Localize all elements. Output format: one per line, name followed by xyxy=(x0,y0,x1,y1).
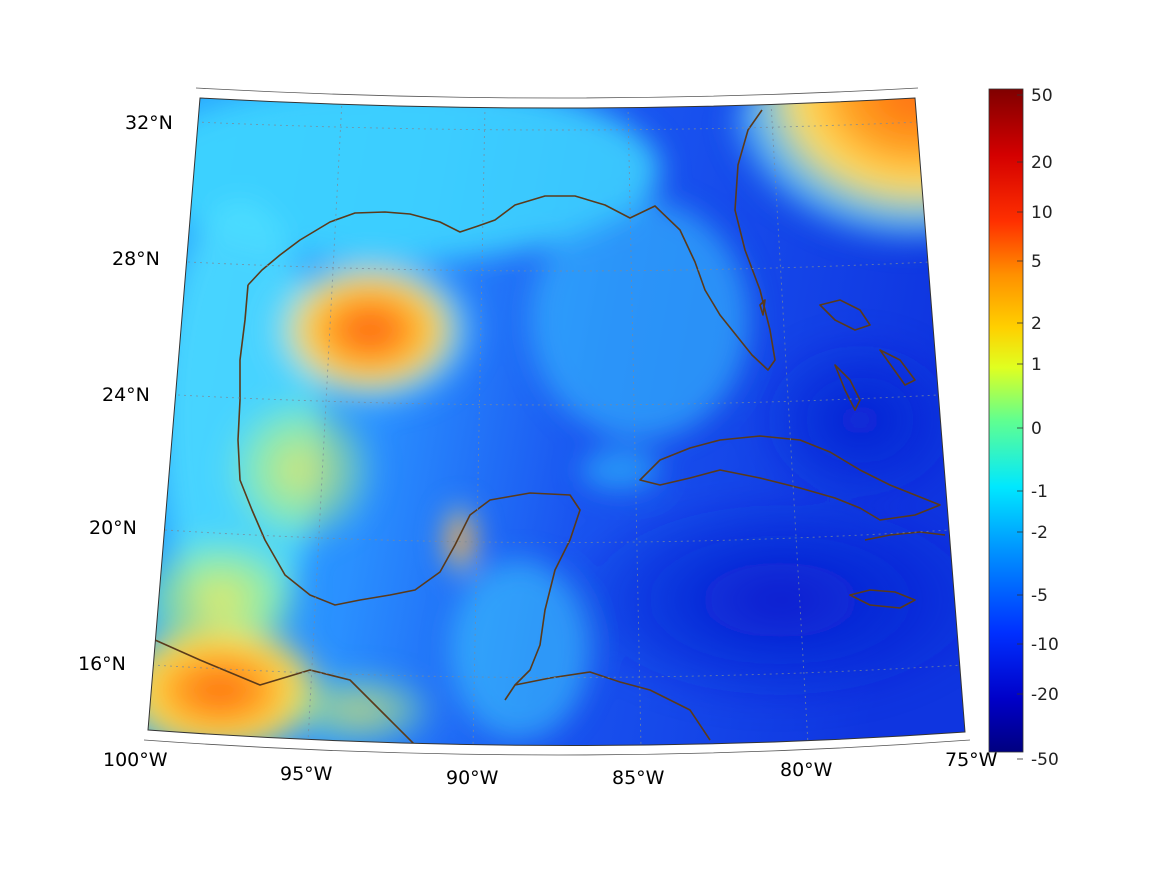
colorbar-tick-label: -50 xyxy=(1031,750,1059,770)
lat-label-32n: 32°N xyxy=(125,112,173,134)
lon-label-85w: 85°W xyxy=(612,767,665,789)
lat-label-20n: 20°N xyxy=(89,517,137,539)
colorbar-tick-label: -5 xyxy=(1031,586,1048,606)
latitude-labels: 32°N 28°N 24°N 20°N 16°N xyxy=(78,112,173,675)
colorbar-tick-label: 1 xyxy=(1031,355,1042,375)
colorbar-tick-label: -20 xyxy=(1031,685,1059,705)
map-frame xyxy=(147,97,966,747)
lon-label-75w: 75°W xyxy=(945,749,998,771)
lat-label-16n: 16°N xyxy=(78,653,126,675)
colorbar-ramp xyxy=(988,88,1024,753)
lon-label-90w: 90°W xyxy=(446,767,499,789)
colorbar-tick-label: -2 xyxy=(1031,523,1048,543)
colorbar-tick-label: 20 xyxy=(1031,153,1053,173)
lat-label-28n: 28°N xyxy=(112,248,160,270)
colorbar-tick-label: 50 xyxy=(1031,86,1053,106)
coastlines xyxy=(154,109,946,746)
colorbar-tick-label: 5 xyxy=(1031,252,1042,272)
frame-top-edge xyxy=(195,87,919,99)
longitude-labels: 100°W 95°W 90°W 85°W 80°W 75°W xyxy=(103,749,998,789)
colorbar-tick-label: 2 xyxy=(1031,314,1042,334)
lon-label-100w: 100°W xyxy=(103,749,168,771)
lat-label-24n: 24°N xyxy=(102,384,150,406)
colorbar-tick-label: 10 xyxy=(1031,203,1053,223)
lon-label-95w: 95°W xyxy=(280,763,333,785)
graticule xyxy=(151,99,963,746)
lon-label-80w: 80°W xyxy=(780,759,833,781)
colorbar-tick-label: -1 xyxy=(1031,482,1048,502)
colorbar-tick-label: -10 xyxy=(1031,635,1059,655)
frame-bottom-edge xyxy=(143,739,971,756)
field-raster xyxy=(148,98,965,746)
colorbar-tick-label: 0 xyxy=(1031,419,1042,439)
